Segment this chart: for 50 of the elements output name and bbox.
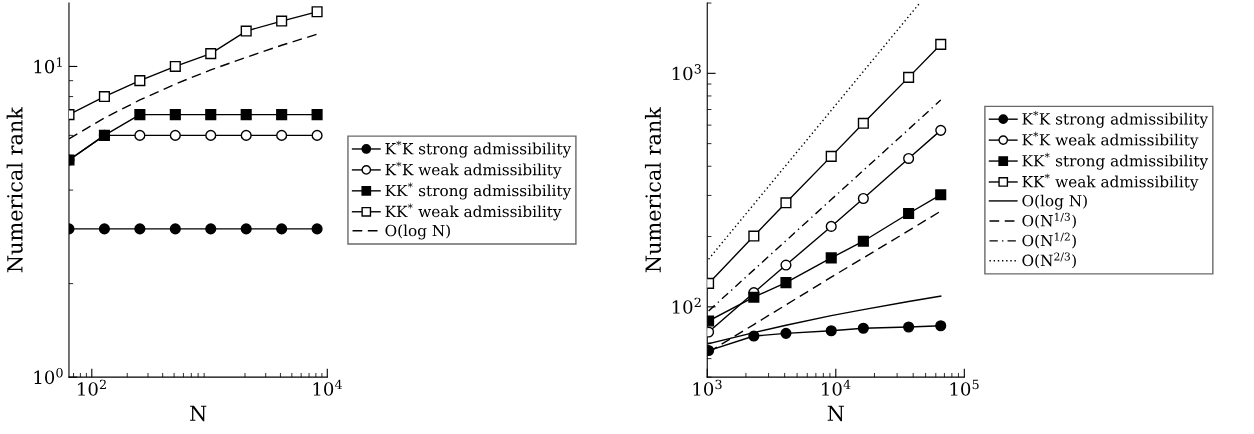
legend-label: K$^{*}$K strong admissibility — [385, 140, 572, 158]
point — [134, 129, 146, 141]
point — [276, 15, 288, 27]
legend-label: K$^{*}$K weak admissibility — [1022, 131, 1199, 149]
point — [311, 129, 323, 141]
point — [134, 223, 146, 235]
x-axis-title: N — [827, 405, 844, 422]
point — [98, 91, 110, 103]
legend-label: O(N$^{2/3}$) — [1022, 252, 1076, 269]
x-tick-label: 10$^{4}$ — [313, 379, 342, 396]
point — [205, 129, 217, 141]
x-tick-label: 10$^{3}$ — [693, 379, 722, 396]
legend-label: K$^{*}$K strong admissibility — [1022, 110, 1209, 128]
legend-label: KK$^{*}$ weak admissibility — [1022, 173, 1199, 191]
point — [134, 109, 146, 121]
point — [205, 109, 217, 121]
point — [240, 25, 252, 37]
point — [240, 109, 252, 121]
y-tick-label: 10$^{1}$ — [34, 57, 62, 74]
point — [240, 129, 252, 141]
legend-label: O(log N) — [385, 224, 450, 240]
point — [276, 223, 288, 235]
legend-label: K$^{*}$K weak admissibility — [385, 161, 562, 179]
point — [169, 223, 181, 235]
point — [169, 60, 181, 73]
legend-label: O(N$^{1/3}$) — [1022, 212, 1076, 229]
point — [276, 129, 288, 141]
legend-label: O(N$^{1/2}$) — [1022, 232, 1076, 249]
legend-label: KK$^{*}$ strong admissibility — [1022, 152, 1209, 170]
point — [240, 223, 252, 235]
point — [311, 6, 323, 18]
y-axis-title: Numerical rank — [6, 106, 23, 273]
point — [169, 129, 181, 141]
point — [311, 223, 323, 235]
legend-label: O(log N) — [1022, 194, 1087, 210]
point — [134, 75, 146, 87]
y-tick-label: 10$^{0}$ — [34, 367, 63, 385]
point — [169, 109, 181, 121]
point — [205, 223, 217, 235]
point — [205, 48, 217, 60]
legend-label: KK$^{*}$ strong admissibility — [385, 182, 572, 200]
x-tick-label: 10$^{4}$ — [822, 379, 851, 396]
point — [98, 223, 110, 235]
legend-label: KK$^{*}$ weak admissibility — [385, 203, 562, 221]
point — [311, 109, 323, 121]
y-axis-title: Numerical rank — [644, 106, 662, 273]
x-axis-title: N — [190, 405, 207, 422]
x-tick-label: 10$^{2}$ — [78, 379, 106, 396]
point — [276, 109, 288, 121]
x-tick-label: 10$^{5}$ — [950, 379, 979, 396]
